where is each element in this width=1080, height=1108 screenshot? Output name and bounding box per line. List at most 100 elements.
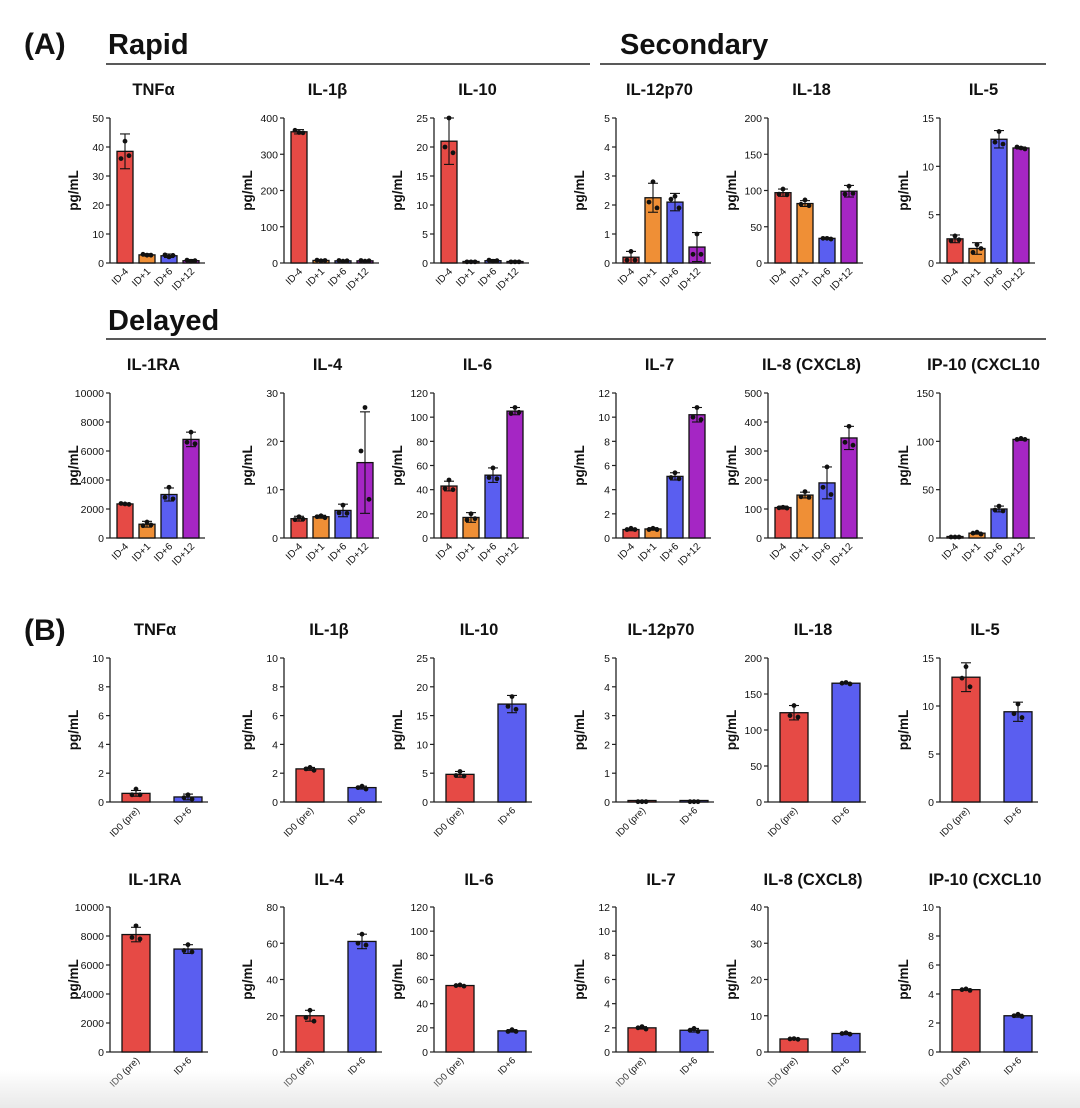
y-tick-label: 80 <box>416 950 428 962</box>
bar <box>831 1032 861 1053</box>
data-point <box>1015 1011 1021 1017</box>
data-point <box>694 231 700 237</box>
x-tick-label: ID+1 <box>130 266 153 289</box>
y-tick-label: 0 <box>98 1047 104 1059</box>
y-tick-label: 10 <box>416 200 428 212</box>
y-tick-label: 10 <box>266 653 278 665</box>
bar <box>627 1027 657 1053</box>
data-point <box>959 987 965 993</box>
data-point <box>846 183 852 189</box>
section-title-delayed: Delayed <box>108 305 219 337</box>
chart-title: IL-1β <box>309 621 348 639</box>
data-point <box>676 476 682 482</box>
data-point <box>363 786 369 792</box>
data-point <box>468 511 474 517</box>
chart-title: IL-8 (CXCL8) <box>762 356 861 374</box>
y-tick-label: 120 <box>410 902 428 914</box>
y-tick-label: 10 <box>92 653 104 665</box>
y-tick-label: 150 <box>744 149 762 161</box>
chart-title: IL-12p70 <box>628 621 695 639</box>
x-tick-label: ID+6 <box>830 805 852 827</box>
data-point <box>806 203 812 209</box>
data-point <box>795 1036 801 1042</box>
data-point <box>690 414 696 420</box>
data-point <box>956 534 962 540</box>
chart-20: IL-4pg/mL020406080ID0 (pre)ID+6 <box>240 871 382 1090</box>
y-tick-label: 20 <box>416 682 428 694</box>
x-tick-label: ID+12 <box>828 541 855 568</box>
y-tick-label: 10 <box>598 926 610 938</box>
x-tick-label: ID0 (pre) <box>108 805 142 839</box>
chart-title: IP-10 (CXCL10 <box>929 871 1042 889</box>
data-point <box>129 792 135 798</box>
x-tick-label: ID+12 <box>170 541 197 568</box>
chart-title: IL-7 <box>646 871 675 889</box>
chart-title: IL-4 <box>313 356 343 374</box>
data-point <box>632 257 638 263</box>
x-tick-label: ID-4 <box>616 541 637 562</box>
x-tick-label: ID+1 <box>788 266 811 289</box>
x-tick-label: ID+12 <box>1000 266 1027 293</box>
bar <box>295 768 325 803</box>
chart-17: IL-18 pg/mL 0 50 100 150 200 ID0 (pre) ID+6 <box>724 621 866 840</box>
data-point <box>791 703 797 708</box>
data-point <box>509 694 515 699</box>
y-tick-label: 0 <box>756 258 762 270</box>
data-point <box>1022 146 1028 152</box>
x-tick-label: ID0 (pre) <box>614 805 648 839</box>
x-tick-label: ID+1 <box>788 541 811 564</box>
data-point <box>963 986 969 992</box>
data-point <box>795 714 801 720</box>
data-point <box>162 252 168 258</box>
data-point <box>486 257 492 263</box>
data-point <box>344 510 350 516</box>
data-point <box>446 115 452 121</box>
chart-title: IL-10 <box>458 81 497 99</box>
y-tick-label: 4 <box>604 485 610 497</box>
x-tick-label: ID+1 <box>960 266 983 289</box>
y-tick-label: 40 <box>750 902 762 914</box>
bar <box>290 131 308 264</box>
x-tick-label: ID-4 <box>768 266 789 287</box>
y-tick-label: 0 <box>604 258 610 270</box>
y-tick-label: 60 <box>416 461 428 473</box>
y-tick-label: 6 <box>98 711 104 723</box>
y-tick-label: 15 <box>416 711 428 723</box>
y-tick-label: 0 <box>756 1047 762 1059</box>
y-tick-label: 5 <box>928 210 934 222</box>
data-point <box>166 484 172 490</box>
data-point <box>643 1026 649 1032</box>
chart-21: IL-6pg/mL020406080100120ID0 (pre)ID+6 <box>390 871 532 1090</box>
y-tick-label: 2 <box>604 200 610 212</box>
y-tick-label: 5 <box>422 229 428 241</box>
y-axis-label: pg/mL <box>390 445 405 486</box>
bar <box>666 475 684 539</box>
bar <box>484 474 502 539</box>
y-tick-label: 3 <box>604 171 610 183</box>
data-point <box>340 258 346 264</box>
y-tick-label: 4 <box>272 739 278 751</box>
data-point <box>839 680 845 686</box>
data-point <box>472 259 478 265</box>
data-point <box>303 1015 309 1020</box>
y-tick-label: 0 <box>98 258 104 270</box>
y-tick-label: 15 <box>922 653 934 665</box>
y-tick-label: 10 <box>92 229 104 241</box>
y-tick-label: 0 <box>756 797 762 809</box>
data-point <box>1018 436 1024 441</box>
data-point <box>181 795 187 801</box>
data-point <box>464 517 470 523</box>
data-point <box>698 417 704 422</box>
y-tick-label: 10 <box>266 485 278 497</box>
y-axis-label: pg/mL <box>66 170 81 211</box>
data-point <box>453 983 459 988</box>
data-point <box>1022 437 1028 442</box>
data-point <box>650 525 656 531</box>
data-point <box>967 684 973 690</box>
data-point <box>839 1031 845 1036</box>
data-point <box>296 130 302 135</box>
y-tick-label: 200 <box>744 475 762 487</box>
data-point <box>516 259 522 265</box>
y-axis-label: pg/mL <box>572 959 587 1000</box>
